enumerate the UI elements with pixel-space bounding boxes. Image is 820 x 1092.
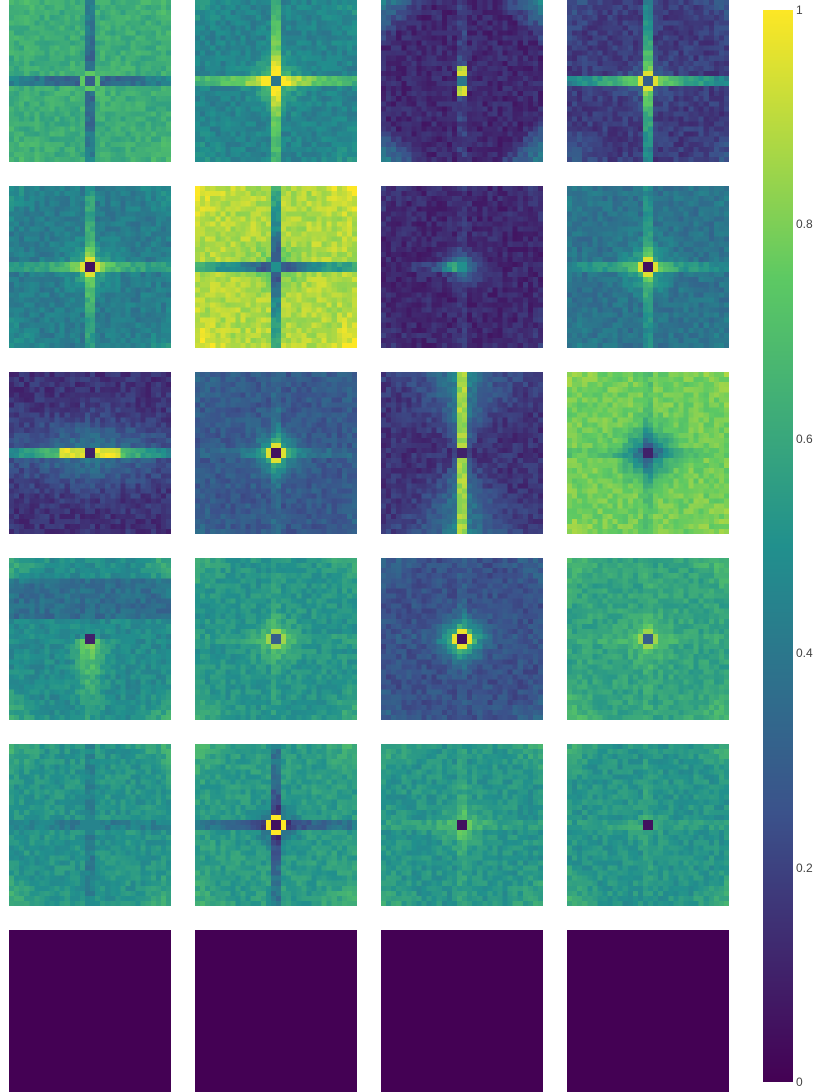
- heatmap-panel-18: [195, 744, 357, 906]
- heatmap-panel-19: [381, 744, 543, 906]
- heatmap-panel-8: [567, 186, 729, 348]
- heatmap-cells-17: [9, 744, 171, 906]
- heatmap-cells-16: [567, 558, 729, 720]
- heatmap-cells-3: [381, 0, 543, 162]
- heatmap-cells-20: [567, 744, 729, 906]
- colorbar-tick-label: 0: [796, 1075, 803, 1089]
- heatmap-panel-3: [381, 0, 543, 162]
- heatmap-cells-23: [381, 930, 543, 1092]
- colorbar-tick-label: 0.8: [796, 217, 813, 232]
- heatmap-panel-2: [195, 0, 357, 162]
- heatmap-cells-13: [9, 558, 171, 720]
- colorbar-tick-label: 0.4: [796, 646, 813, 661]
- heatmap-panel-11: [381, 372, 543, 534]
- colorbar: 0 0.2 0.4 0.6 0.8 1: [763, 4, 813, 1088]
- heatmap-cells-24: [567, 930, 729, 1092]
- heatmap-cells-1: [9, 0, 171, 162]
- heatmap-panel-14: [195, 558, 357, 720]
- heatmap-panel-1: [9, 0, 171, 162]
- heatmap-panel-9: [9, 372, 171, 534]
- heatmap-cells-11: [381, 372, 543, 534]
- heatmap-panel-22: [195, 930, 357, 1092]
- heatmap-cells-19: [381, 744, 543, 906]
- heatmap-panel-23: [381, 930, 543, 1092]
- heatmap-panel-7: [381, 186, 543, 348]
- heatmap-cells-4: [567, 0, 729, 162]
- heatmap-cells-2: [195, 0, 357, 162]
- heatmap-panel-21: [9, 930, 171, 1092]
- heatmap-cells-6: [195, 186, 357, 348]
- colorbar-tick-label: 0.2: [796, 860, 813, 875]
- heatmap-panel-16: [567, 558, 729, 720]
- heatmap-cells-9: [9, 372, 171, 534]
- heatmap-panel-15: [381, 558, 543, 720]
- heatmap-cells-22: [195, 930, 357, 1092]
- heatmap-cells-10: [195, 372, 357, 534]
- heatmap-cells-5: [9, 186, 171, 348]
- colorbar-tick-label: 1: [796, 3, 803, 17]
- heatmap-cells-15: [381, 558, 543, 720]
- heatmap-panel-10: [195, 372, 357, 534]
- heatmap-cells-8: [567, 186, 729, 348]
- heatmap-panel-5: [9, 186, 171, 348]
- heatmap-panel-13: [9, 558, 171, 720]
- heatmap-cells-7: [381, 186, 543, 348]
- colorbar-gradient: [763, 10, 793, 1082]
- heatmap-cells-12: [567, 372, 729, 534]
- heatmap-panel-12: [567, 372, 729, 534]
- heatmap-panel-20: [567, 744, 729, 906]
- colorbar-tick-label: 0.6: [796, 431, 813, 446]
- heatmap-cells-18: [195, 744, 357, 906]
- heatmap-cells-14: [195, 558, 357, 720]
- heatmap-panel-24: [567, 930, 729, 1092]
- heatmap-cells-21: [9, 930, 171, 1092]
- heatmap-panel-17: [9, 744, 171, 906]
- heatmap-panel-6: [195, 186, 357, 348]
- heatmap-panel-4: [567, 0, 729, 162]
